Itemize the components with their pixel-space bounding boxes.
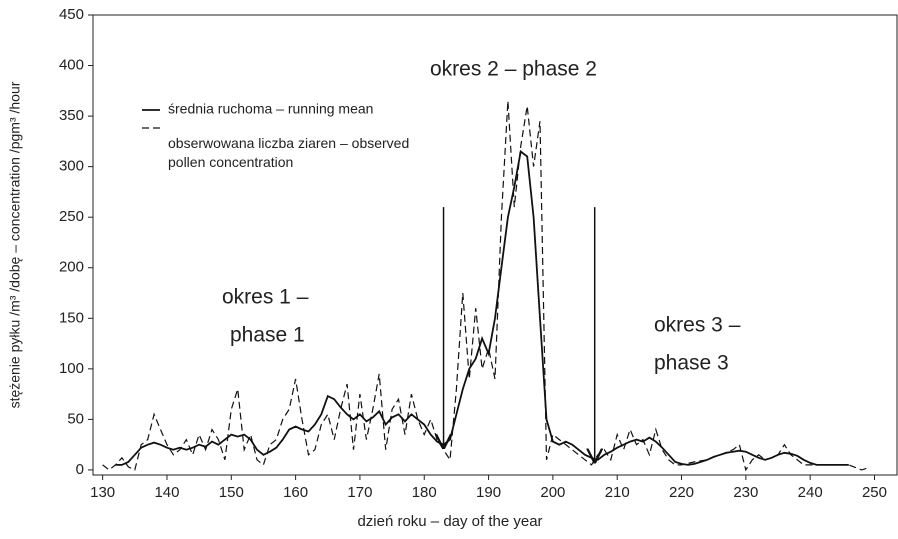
x-tick-label: 210: [605, 484, 630, 501]
x-tick-label: 150: [219, 484, 244, 501]
x-tick-label: 170: [347, 484, 372, 501]
y-axis-label: stężenie pyłku /m³ /dobę – concentration…: [7, 81, 23, 408]
x-tick-label: 160: [283, 484, 308, 501]
plot-frame: [92, 14, 898, 476]
annotation: phase 1: [230, 324, 305, 347]
annotation: phase 3: [654, 352, 729, 375]
legend-label: obserwowana liczba ziaren – observed pol…: [168, 135, 410, 170]
annotation: okres 1 –: [222, 286, 309, 309]
line-series: [102, 100, 869, 472]
y-tick-label: 50: [67, 410, 84, 427]
x-tick-label: 130: [90, 484, 115, 501]
y-tick-label: 300: [59, 158, 84, 175]
y-tick-label: 250: [59, 208, 84, 225]
x-tick-label: 230: [733, 484, 758, 501]
annotation: okres 2 – phase 2: [430, 58, 597, 81]
y-tick-label: 450: [59, 6, 84, 23]
x-tick-label: 240: [798, 484, 823, 501]
y-tick-label: 400: [59, 57, 84, 74]
y-tick-label: 100: [59, 360, 84, 377]
x-tick-label: 190: [476, 484, 501, 501]
x-tick-label: 200: [540, 484, 565, 501]
y-tick-label: 200: [59, 259, 84, 276]
legend-label: średnia ruchoma – running mean: [168, 101, 373, 117]
y-tick-label: 150: [59, 309, 84, 326]
x-tick-label: 220: [669, 484, 694, 501]
x-axis-label: dzień roku – day of the year: [357, 513, 542, 530]
x-tick-label: 140: [154, 484, 179, 501]
annotation: okres 3 –: [654, 314, 741, 337]
y-tick-label: 350: [59, 107, 84, 124]
x-tick-label: 250: [862, 484, 887, 501]
x-tick-label: 180: [412, 484, 437, 501]
y-tick-label: 0: [76, 461, 84, 478]
